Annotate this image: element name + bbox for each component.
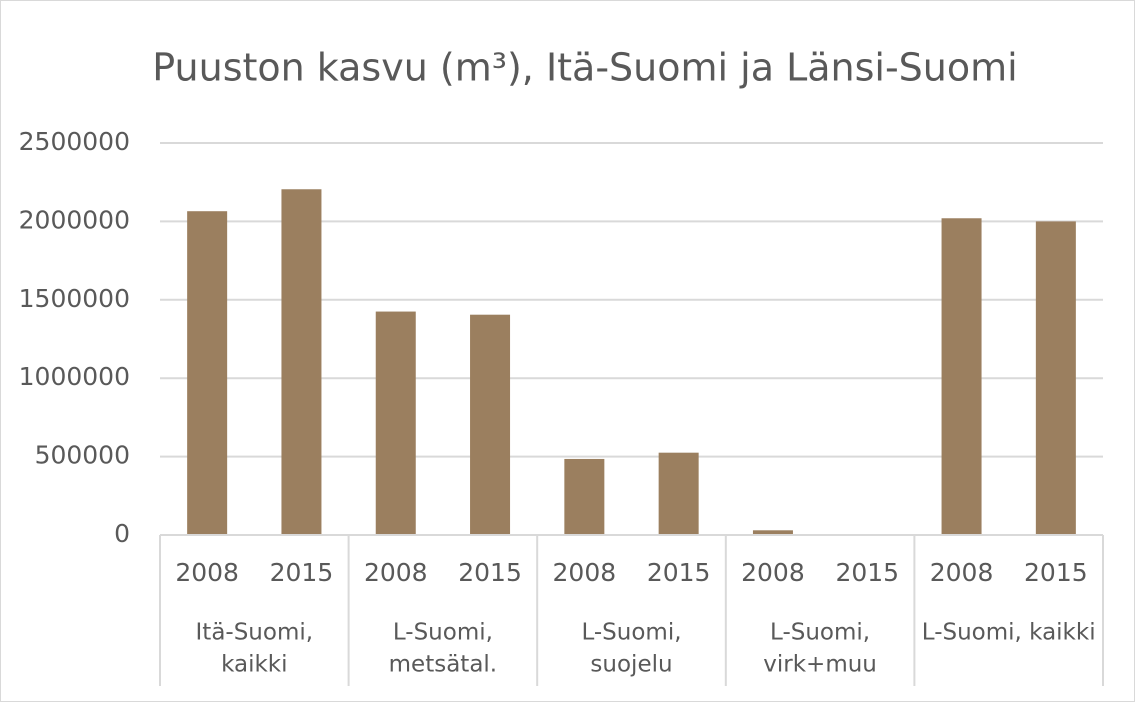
x-tick-label: 2015 [835,558,899,587]
bar [470,314,511,535]
bar [187,211,228,535]
x-tick-label: 2008 [930,558,994,587]
bar [564,458,605,535]
y-tick-label: 0 [114,519,130,548]
x-tick-label: 2015 [1024,558,1088,587]
group-label: suojelu [590,652,672,678]
group-label: L-Suomi, [581,620,681,646]
group-label: L-Suomi, [770,620,870,646]
group-label: metsätal. [389,652,497,678]
x-tick-label: 2008 [364,558,428,587]
bar [281,189,322,536]
x-tick-label: 2015 [647,558,711,587]
chart-title: Puuston kasvu (m³), Itä-Suomi ja Länsi-S… [152,46,1017,90]
group-label: L-Suomi, kaikki [922,620,1096,646]
group-label: Itä-Suomi, [196,620,314,646]
x-tick-label: 2008 [741,558,805,587]
y-tick-label: 500000 [35,441,130,470]
x-tick-label: 2015 [458,558,522,587]
y-tick-label: 1500000 [19,284,130,313]
bar [941,218,982,536]
x-tick-label: 2008 [175,558,239,587]
x-tick-label: 2008 [553,558,617,587]
bar [375,311,416,535]
y-tick-label: 2000000 [19,205,130,234]
y-tick-label: 2500000 [19,127,130,156]
y-tick-label: 1000000 [19,362,130,391]
group-label: L-Suomi, [393,620,493,646]
bar [658,452,699,535]
group-label: kaikki [221,652,287,678]
x-tick-label: 2015 [270,558,334,587]
bar [752,530,793,535]
group-label: virk+muu [763,652,877,678]
bar [1035,221,1076,535]
